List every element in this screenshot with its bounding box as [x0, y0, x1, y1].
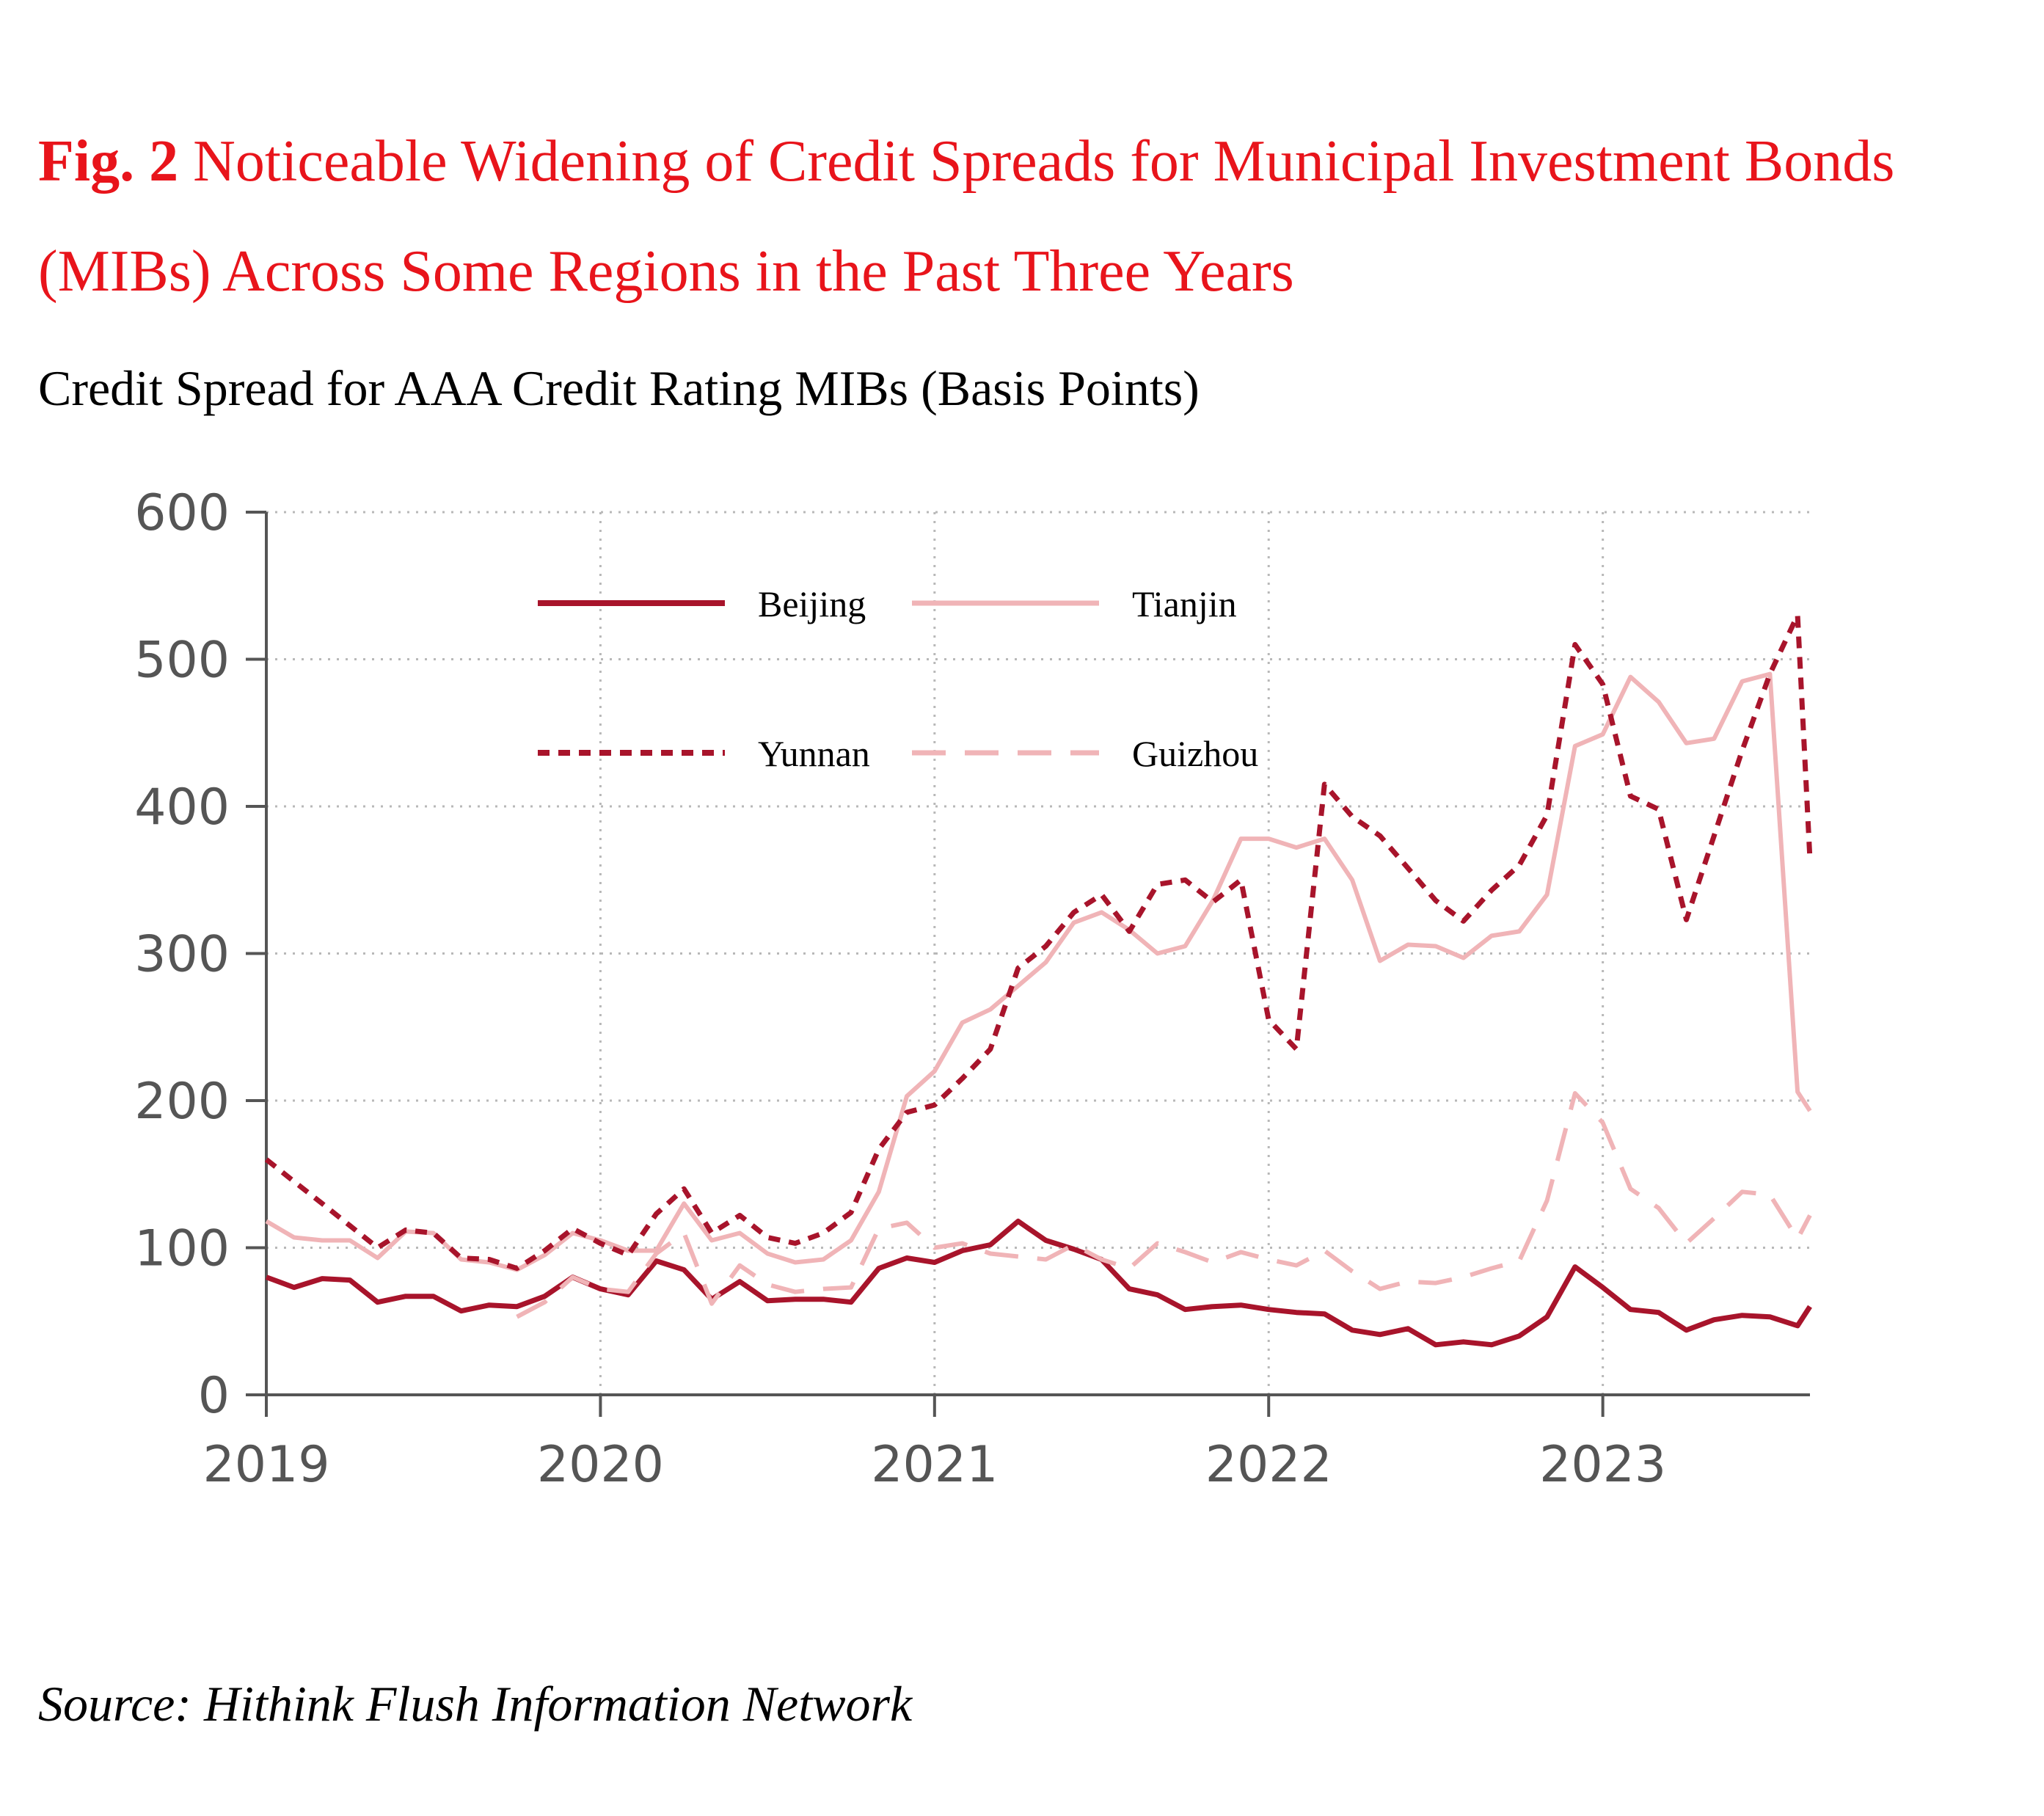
- legend-label-tianjin: Tianjin: [1132, 583, 1237, 624]
- x-tick-label: 2020: [537, 1436, 664, 1494]
- y-tick-label: 0: [198, 1367, 230, 1425]
- series-line-tianjin: [265, 671, 1812, 1272]
- gridlines: [266, 511, 1810, 1395]
- y-tick-label: 300: [134, 926, 230, 984]
- x-tick-label: 2019: [202, 1436, 329, 1494]
- chart-subtitle: Credit Spread for AAA Credit Rating MIBs…: [38, 360, 1200, 416]
- figure-title-text: Noticeable Widening of Credit Spreads fo…: [38, 129, 1895, 304]
- legend-label-beijing: Beijing: [758, 583, 866, 624]
- series-line-yunnan: [264, 612, 1813, 1272]
- y-tick-label: 500: [134, 632, 230, 690]
- y-tick-label: 600: [134, 484, 230, 542]
- axes: 0 100 200 300 400 500 600 2019 2020 2021 2022 2023: [134, 484, 1810, 1494]
- x-tick-label: 2021: [871, 1436, 998, 1494]
- x-tick-label: 2023: [1539, 1436, 1666, 1494]
- legend: Beijing Tianjin Yunnan Guizhou: [538, 583, 1258, 774]
- figure-title: Fig. 2 Noticeable Widening of Credit Spr…: [38, 106, 2004, 327]
- series-line-guizhou: [516, 1091, 1812, 1319]
- x-tick-label: 2022: [1205, 1436, 1332, 1494]
- legend-label-yunnan: Yunnan: [758, 733, 870, 774]
- series-lines: [264, 612, 1813, 1348]
- figure-label: Fig. 2: [38, 129, 179, 194]
- series-line-beijing: [265, 1218, 1812, 1348]
- y-tick-label: 400: [134, 778, 230, 836]
- y-tick-label: 100: [134, 1220, 230, 1278]
- source-note: Source: Hithink Flush Information Networ…: [38, 1676, 913, 1732]
- y-tick-label: 200: [134, 1073, 230, 1131]
- legend-label-guizhou: Guizhou: [1132, 733, 1258, 774]
